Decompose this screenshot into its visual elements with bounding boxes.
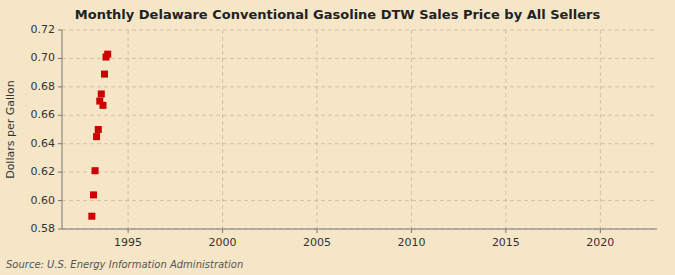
source-note: Source: U.S. Energy Information Administ…: [6, 259, 243, 270]
y-axis-line: [62, 30, 63, 229]
x-tick: [411, 229, 412, 233]
x-tick: [505, 229, 506, 233]
scatter-point: [99, 102, 106, 109]
y-grid-line: [62, 30, 657, 31]
x-tick-label: 2005: [303, 236, 331, 249]
scatter-point: [101, 71, 108, 78]
y-tick: [58, 58, 62, 59]
x-grid-line: [411, 30, 412, 229]
axes: 0.58 0.60 0.62 0.64 0.66 0.68 0.70 0.72 1995 2000…: [31, 23, 658, 249]
x-tick-label: 2010: [397, 236, 425, 249]
x-grid-line: [128, 30, 129, 229]
x-tick: [128, 229, 129, 233]
y-tick-label: 0.68: [31, 80, 56, 93]
x-grid-line: [222, 30, 223, 229]
scatter-point: [98, 90, 105, 97]
y-grid-line: [62, 172, 657, 173]
x-axis-line: [62, 229, 657, 230]
y-tick-label: 0.62: [31, 165, 56, 178]
x-tick-label: 2000: [209, 236, 237, 249]
chart-svg: 0.58 0.60 0.62 0.64 0.66 0.68 0.70 0.72 1995 2000…: [0, 0, 675, 275]
x-tick-label: 2020: [586, 236, 614, 249]
y-tick-label: 0.66: [31, 108, 56, 121]
x-tick-label: 2015: [492, 236, 520, 249]
x-grid-line: [600, 30, 601, 229]
chart-container: 0.58 0.60 0.62 0.64 0.66 0.68 0.70 0.72 1995 2000…: [0, 0, 675, 275]
y-tick: [58, 115, 62, 116]
y-tick-label: 0.72: [31, 23, 56, 36]
y-tick-label: 0.58: [31, 222, 56, 235]
y-tick-label: 0.64: [31, 137, 56, 150]
y-axis-label: Dollars per Gallon: [4, 80, 17, 179]
scatter-point: [92, 167, 99, 174]
y-tick: [58, 143, 62, 144]
chart-title: Monthly Delaware Conventional Gasoline D…: [75, 7, 601, 22]
background: [0, 0, 675, 275]
y-grid-line: [62, 115, 657, 116]
scatter-point: [104, 51, 111, 58]
y-tick: [58, 229, 62, 230]
y-tick-label: 0.60: [31, 194, 56, 207]
y-tick: [58, 30, 62, 31]
scatter-point: [95, 126, 102, 133]
x-tick-label: 1995: [114, 236, 142, 249]
points: [88, 51, 111, 220]
x-grid-line: [317, 30, 318, 229]
scatter-point: [88, 213, 95, 220]
y-grid-line: [62, 58, 657, 59]
y-tick: [58, 172, 62, 173]
x-tick: [600, 229, 601, 233]
scatter-point: [90, 191, 97, 198]
y-tick-label: 0.70: [31, 51, 56, 64]
y-tick: [58, 86, 62, 87]
grid: [62, 30, 657, 229]
y-grid-line: [62, 143, 657, 144]
y-grid-line: [62, 200, 657, 201]
x-tick: [317, 229, 318, 233]
y-grid-line: [62, 86, 657, 87]
x-tick: [222, 229, 223, 233]
y-tick: [58, 200, 62, 201]
scatter-point: [93, 133, 100, 140]
x-grid-line: [505, 30, 506, 229]
y-grid-line: [62, 229, 657, 230]
